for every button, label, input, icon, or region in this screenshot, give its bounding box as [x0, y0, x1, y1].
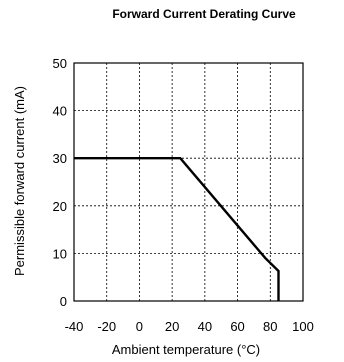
x-tick-label: 20 — [165, 319, 179, 334]
x-tick-label: 80 — [263, 319, 277, 334]
y-tick-label: 30 — [53, 151, 67, 166]
x-tick-label: -40 — [65, 319, 84, 334]
y-tick-labels: 0 10 20 30 40 50 — [53, 56, 67, 309]
grid-lines — [74, 63, 303, 301]
x-tick-label: 0 — [136, 319, 143, 334]
y-tick-label: 10 — [53, 246, 67, 261]
x-axis-label: Ambient temperature (°C) — [112, 342, 260, 357]
chart-title: Forward Current Derating Curve — [112, 7, 296, 21]
y-tick-label: 50 — [53, 56, 67, 71]
x-tick-labels: -40 -20 0 20 40 60 80 100 — [65, 319, 314, 334]
plot-frame — [73, 62, 304, 302]
x-tick-label: 40 — [198, 319, 212, 334]
derating-curve — [74, 157, 280, 301]
x-tick-label: 60 — [230, 319, 244, 334]
y-tick-label: 40 — [53, 104, 67, 119]
y-axis-label: Permissible forward current (mA) — [12, 86, 27, 276]
y-tick-label: 20 — [53, 199, 67, 214]
y-tick-label: 0 — [60, 294, 67, 309]
x-tick-label: -20 — [97, 319, 116, 334]
x-tick-label: 100 — [292, 319, 314, 334]
